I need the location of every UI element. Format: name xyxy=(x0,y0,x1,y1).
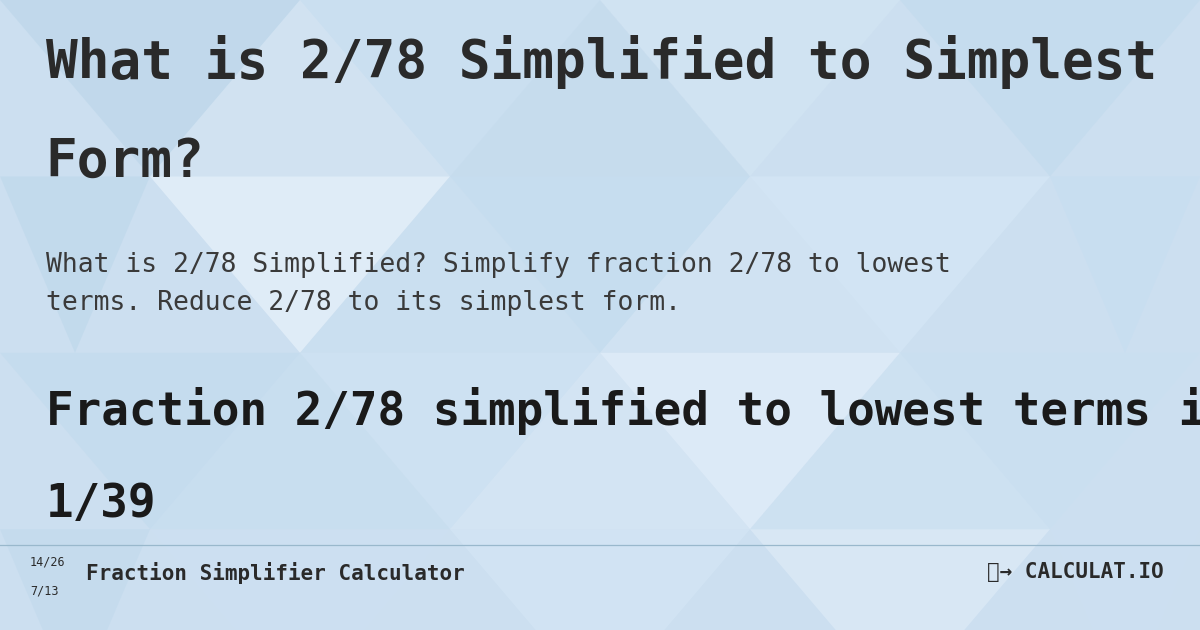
Polygon shape xyxy=(0,529,150,630)
Polygon shape xyxy=(750,176,1050,353)
Polygon shape xyxy=(750,353,1050,529)
Polygon shape xyxy=(150,0,450,176)
Polygon shape xyxy=(0,0,300,176)
Polygon shape xyxy=(750,529,1050,630)
Polygon shape xyxy=(600,176,900,353)
Polygon shape xyxy=(600,0,900,176)
Polygon shape xyxy=(450,353,750,529)
Text: What is 2/78 Simplified to Simplest: What is 2/78 Simplified to Simplest xyxy=(46,35,1157,89)
Polygon shape xyxy=(300,353,600,529)
Polygon shape xyxy=(300,0,600,176)
Text: Fraction 2/78 simplified to lowest terms is: Fraction 2/78 simplified to lowest terms… xyxy=(46,387,1200,435)
Polygon shape xyxy=(150,353,450,529)
Polygon shape xyxy=(0,353,300,529)
Text: What is 2/78 Simplified? Simplify fraction 2/78 to lowest
terms. Reduce 2/78 to : What is 2/78 Simplified? Simplify fracti… xyxy=(46,252,950,316)
Polygon shape xyxy=(0,176,150,353)
Text: 1/39: 1/39 xyxy=(46,482,156,527)
Text: Fraction Simplifier Calculator: Fraction Simplifier Calculator xyxy=(86,562,466,584)
Polygon shape xyxy=(300,176,600,353)
Polygon shape xyxy=(900,0,1200,176)
Polygon shape xyxy=(150,529,450,630)
Polygon shape xyxy=(450,176,750,353)
Text: 👌→ CALCULAT.IO: 👌→ CALCULAT.IO xyxy=(988,562,1164,582)
Polygon shape xyxy=(600,353,900,529)
Text: 14/26: 14/26 xyxy=(30,556,66,569)
Polygon shape xyxy=(450,529,750,630)
Polygon shape xyxy=(1050,176,1200,353)
Polygon shape xyxy=(1050,529,1200,630)
Polygon shape xyxy=(450,0,750,176)
Text: Form?: Form? xyxy=(46,135,204,188)
Polygon shape xyxy=(150,176,450,353)
Polygon shape xyxy=(900,353,1200,529)
Text: 7/13: 7/13 xyxy=(30,585,59,598)
